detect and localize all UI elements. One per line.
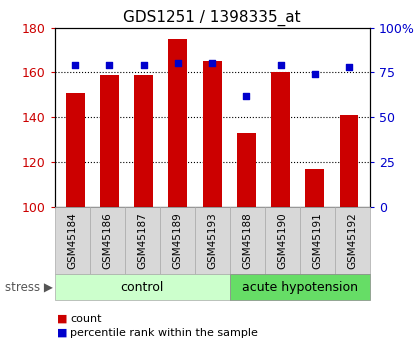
Bar bbox=[305, 169, 324, 207]
Point bbox=[106, 62, 113, 68]
Text: acute hypotension: acute hypotension bbox=[241, 281, 357, 294]
Point bbox=[72, 62, 79, 68]
Text: GSM45186: GSM45186 bbox=[102, 212, 112, 269]
Text: GSM45188: GSM45188 bbox=[242, 212, 252, 269]
Text: GSM45193: GSM45193 bbox=[207, 212, 217, 269]
Bar bbox=[168, 39, 187, 207]
Bar bbox=[271, 72, 290, 207]
Bar bbox=[66, 92, 84, 207]
Point bbox=[277, 62, 284, 68]
Point bbox=[312, 71, 318, 77]
Text: GSM45187: GSM45187 bbox=[137, 212, 147, 269]
Point bbox=[209, 61, 215, 66]
Text: control: control bbox=[121, 281, 164, 294]
Point bbox=[346, 64, 352, 70]
Text: count: count bbox=[70, 314, 102, 324]
Point bbox=[243, 93, 250, 99]
Text: stress ▶: stress ▶ bbox=[5, 281, 52, 294]
Text: GSM45184: GSM45184 bbox=[67, 212, 77, 269]
Point bbox=[140, 62, 147, 68]
Text: GSM45189: GSM45189 bbox=[172, 212, 182, 269]
Text: percentile rank within the sample: percentile rank within the sample bbox=[70, 328, 258, 338]
Point bbox=[174, 61, 181, 66]
Bar bbox=[134, 75, 153, 207]
Title: GDS1251 / 1398335_at: GDS1251 / 1398335_at bbox=[123, 10, 301, 26]
Text: GSM45192: GSM45192 bbox=[347, 212, 357, 269]
Text: ■: ■ bbox=[57, 328, 67, 338]
Bar bbox=[237, 133, 256, 207]
Text: GSM45190: GSM45190 bbox=[277, 212, 287, 269]
Bar bbox=[340, 115, 359, 207]
Bar bbox=[100, 75, 119, 207]
Text: ■: ■ bbox=[57, 314, 67, 324]
Bar bbox=[203, 61, 221, 207]
Text: GSM45191: GSM45191 bbox=[312, 212, 322, 269]
